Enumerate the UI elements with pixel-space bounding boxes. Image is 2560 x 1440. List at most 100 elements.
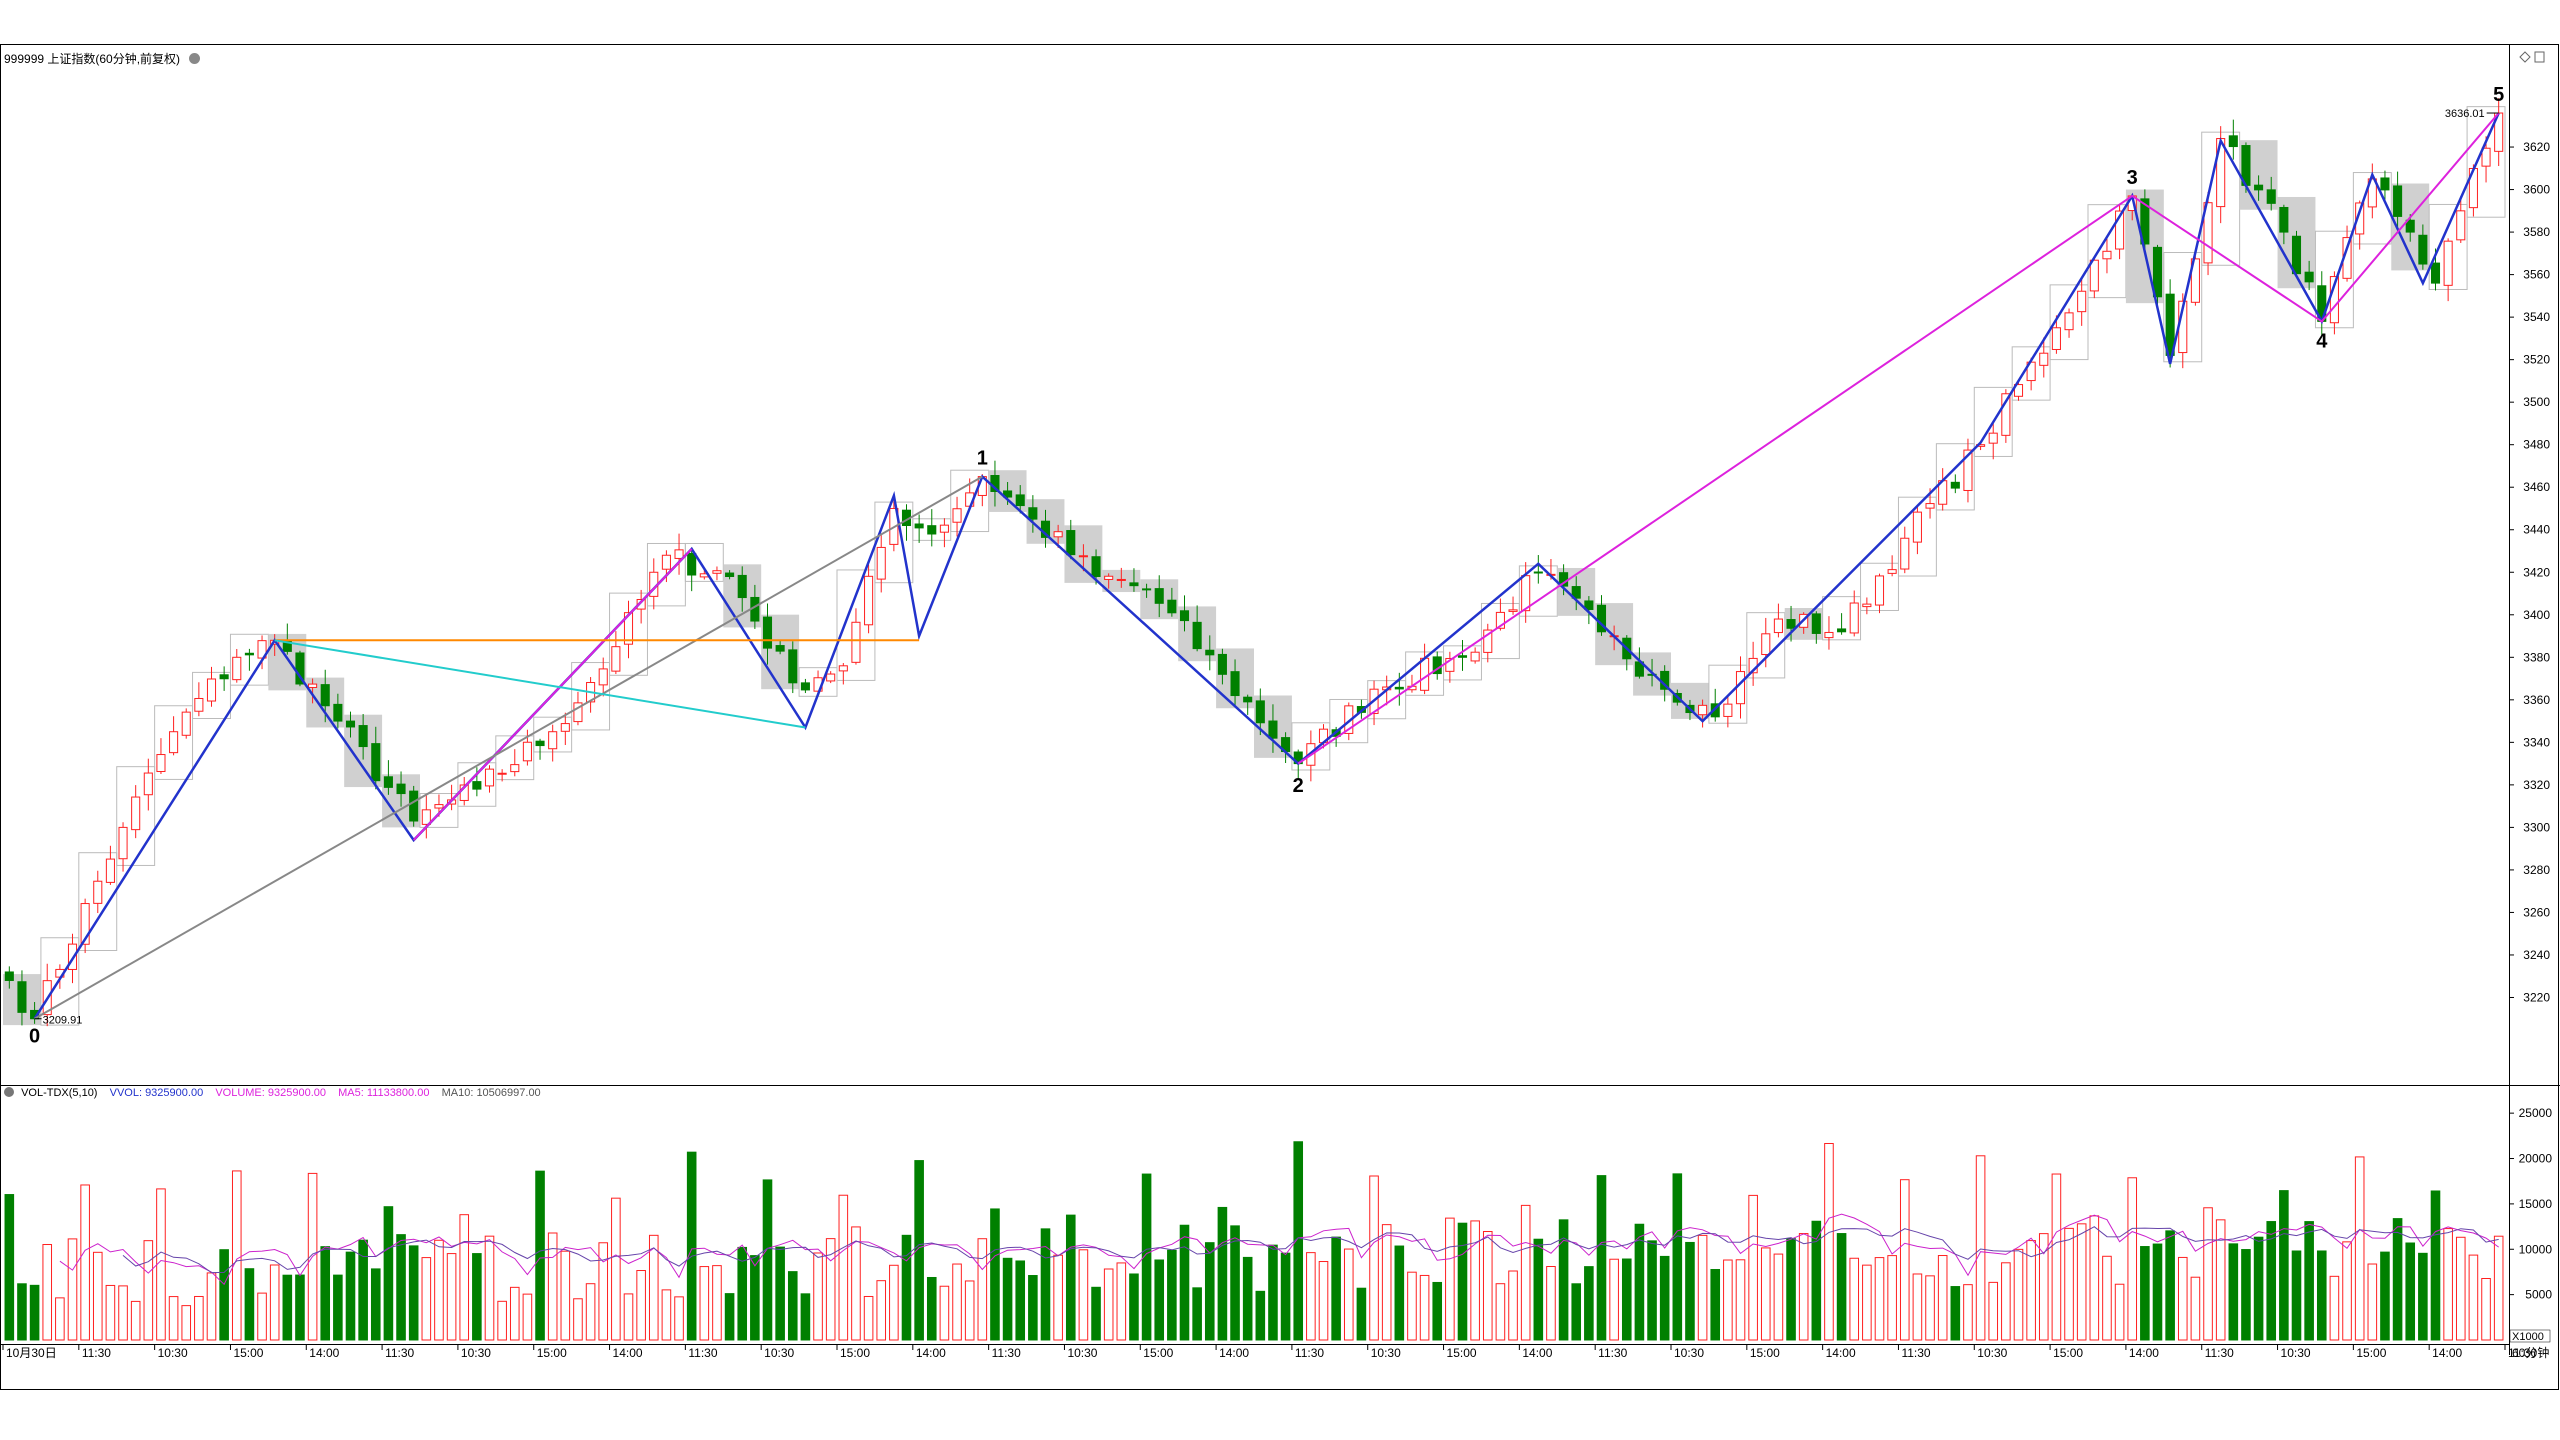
price-tick-label: 3580	[2523, 225, 2550, 239]
time-tick-label: 14:00	[1219, 1346, 1249, 1360]
time-tick-label: 14:00	[1522, 1346, 1552, 1360]
candle-up	[80, 903, 90, 945]
volume-bar-up	[1887, 1255, 1897, 1341]
price-tick-label: 3240	[2523, 948, 2550, 962]
indicator-settings-icon[interactable]	[4, 1087, 14, 1097]
candle-down	[1179, 610, 1190, 622]
time-tick-label: 11:30	[385, 1346, 414, 1360]
candle-down	[1786, 619, 1796, 629]
candle-down	[1205, 649, 1215, 656]
time-tick-label: 10:30	[158, 1346, 188, 1360]
volume-bar-down	[345, 1251, 356, 1341]
volume-bar-up	[1899, 1179, 1910, 1341]
volume-bar-up	[977, 1238, 988, 1341]
volume-bar-down	[1647, 1240, 1657, 1341]
volume-bar-up	[2354, 1156, 2365, 1341]
candle-up	[1698, 704, 1708, 716]
time-tick-label: 10:30	[764, 1346, 794, 1360]
candle-up	[2367, 178, 2377, 208]
candle-up	[1723, 703, 1733, 717]
candle-down	[1129, 582, 1139, 587]
volume-bar-down	[724, 1293, 735, 1341]
candle-up	[1508, 609, 1518, 612]
candle-up	[2051, 327, 2061, 350]
price-tick-label: 3560	[2523, 268, 2550, 282]
volume-bar-up	[889, 1264, 899, 1341]
volume-bar-down	[2165, 1230, 2175, 1341]
volume-bar-down	[1659, 1255, 1670, 1341]
candle-up	[573, 702, 583, 723]
volume-bar-up	[939, 1285, 950, 1341]
volume-bar-down	[750, 1255, 760, 1341]
candle-down	[737, 574, 747, 599]
candle-up	[169, 731, 179, 754]
volume-bar-up	[636, 1270, 646, 1341]
volume-bar-down	[2291, 1250, 2302, 1341]
candle-up	[623, 612, 634, 645]
candle-down	[2405, 219, 2415, 233]
time-tick-label: 10:30	[1977, 1346, 2007, 1360]
volume-bar-up	[118, 1285, 128, 1341]
volume-bar-down	[1558, 1219, 1569, 1341]
symbol-title: 999999 上证指数(60分钟,前复权)	[4, 52, 181, 66]
candle-down	[2266, 189, 2276, 204]
volume-bar-up	[1103, 1268, 1114, 1341]
candle-up	[2013, 384, 2024, 397]
indicator-name: VOL-TDX(5,10)	[21, 1087, 98, 1099]
wave-label: 0	[29, 1026, 40, 1048]
volume-bar-up	[1862, 1264, 1872, 1341]
time-tick-label: 10:30	[461, 1346, 491, 1360]
settings-icon[interactable]	[189, 53, 201, 64]
candle-up	[2001, 393, 2011, 436]
volume-bar-down	[17, 1283, 27, 1341]
candle-up	[510, 764, 520, 773]
volume-bar-up	[2481, 1277, 2491, 1341]
chart-frame	[0, 44, 2559, 1390]
volume-bar-down	[1015, 1260, 1026, 1341]
volume-bar-up	[2001, 1262, 2011, 1341]
volume-tick-label: 20000	[2519, 1152, 2553, 1166]
volume-bar-down	[1179, 1224, 1190, 1341]
candle-up	[2089, 259, 2099, 292]
volume-bar-up	[1306, 1252, 1316, 1341]
candle-down	[1015, 494, 1025, 507]
candle-down	[927, 525, 937, 535]
volume-bar-down	[737, 1246, 748, 1341]
volume-bar-up	[143, 1240, 154, 1341]
volume-bar-up	[1053, 1254, 1063, 1341]
candle-down	[345, 720, 356, 728]
volume-bar-down	[1710, 1269, 1721, 1341]
candle-up	[434, 804, 444, 809]
time-tick-label: 15:00	[2356, 1346, 2386, 1360]
volume-bar-up	[623, 1293, 634, 1341]
vvol-value: VVOL: 9325900.00	[109, 1087, 204, 1099]
volume-bar-down	[2266, 1221, 2277, 1341]
candle-down	[1584, 600, 1594, 610]
candle-up	[712, 570, 722, 574]
volume-bar-up	[2064, 1227, 2074, 1341]
price-tick-label: 3420	[2523, 565, 2550, 579]
candle-down	[320, 684, 330, 707]
candle-down	[1142, 588, 1152, 591]
volume-bar-up	[2076, 1223, 2087, 1341]
volume-tick-label: 15000	[2519, 1197, 2553, 1211]
volume-ma5-line	[59, 1213, 2499, 1286]
volume-bar-up	[92, 1251, 103, 1341]
volume-bar-up	[1988, 1281, 1999, 1341]
candle-up	[143, 772, 153, 796]
candle-up	[181, 711, 191, 736]
volume-bar-up	[2443, 1228, 2453, 1341]
volume-bar-down	[383, 1206, 394, 1341]
volume-bar-down	[1634, 1223, 1645, 1341]
time-tick-label: 15:00	[1143, 1346, 1173, 1360]
volume-bar-up	[1508, 1270, 1518, 1341]
candle-down	[358, 725, 368, 748]
candle-down	[2418, 234, 2428, 265]
candle-up	[1849, 602, 1859, 634]
volume-bar-up	[1116, 1262, 1127, 1341]
time-tick-label: 15:00	[537, 1346, 567, 1360]
volume-bar-down	[1811, 1220, 1822, 1341]
candle-down	[2165, 293, 2175, 356]
range-box	[457, 762, 497, 807]
